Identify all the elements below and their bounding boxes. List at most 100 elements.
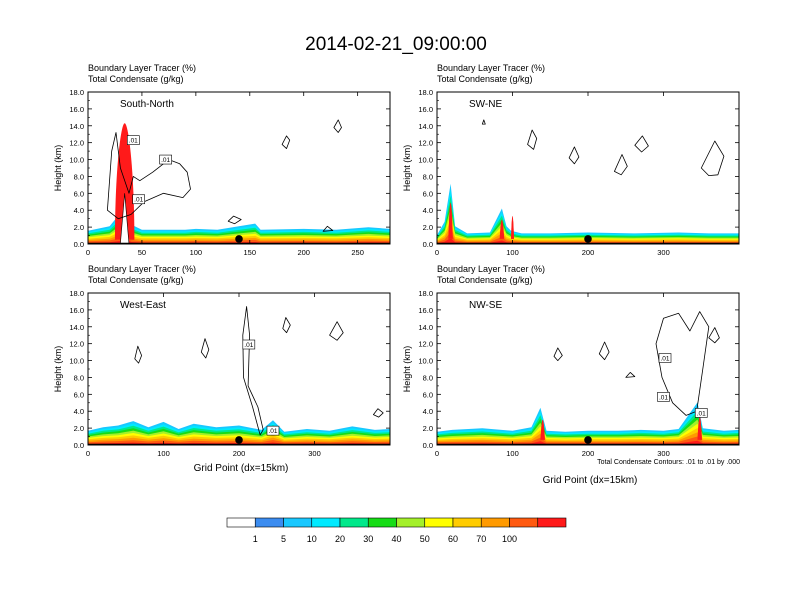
y-tick-label: 8.0 <box>423 373 433 382</box>
condensate-contour <box>708 327 720 344</box>
x-tick-label: 0 <box>86 449 90 458</box>
contour-footnote: Total Condensate Contours: .01 to .01 by… <box>597 459 740 466</box>
plot-area: .01 .01 .01 <box>437 311 739 445</box>
contour-label-box <box>694 408 708 418</box>
x-tick-label: 200 <box>297 248 310 257</box>
cross-point-marker <box>584 436 592 444</box>
x-axis-label: Grid Point (dx=15km) <box>543 475 638 486</box>
tracer-band <box>88 238 390 244</box>
panel-condensate-title: Total Condensate (g/kg) <box>88 275 184 285</box>
colorbar-label: 1 <box>253 534 258 544</box>
figure-title: 2014-02-21_09:00:00 <box>305 34 487 55</box>
colorbar-label: 20 <box>335 534 345 544</box>
contour-label: .01 <box>129 138 138 145</box>
contour-label-box <box>266 425 280 436</box>
condensate-contour <box>281 135 291 149</box>
y-tick-label: 12.0 <box>418 139 433 148</box>
terrain <box>88 242 390 244</box>
cross-point-marker <box>235 436 243 444</box>
y-tick-label: 6.0 <box>74 390 84 399</box>
plot-area: .01 .01 .01 <box>88 119 390 244</box>
condensate-contour <box>373 408 384 418</box>
y-tick-label: 12.0 <box>418 340 433 349</box>
contour-label: .01 <box>268 428 277 435</box>
tracer-band <box>88 201 390 244</box>
condensate-contour <box>227 215 242 225</box>
contour-label-box <box>242 339 256 350</box>
y-tick-label: 16.0 <box>418 306 433 315</box>
colorbar-swatch <box>452 517 482 528</box>
y-tick-label: 10.0 <box>69 156 84 165</box>
y-tick-label: 18.0 <box>69 88 84 97</box>
y-tick-label: 10.0 <box>418 156 433 165</box>
panel-condensate-title: Total Condensate (g/kg) <box>88 74 184 84</box>
y-tick-label: 16.0 <box>69 105 84 114</box>
panel-condensate-title: Total Condensate (g/kg) <box>437 275 533 285</box>
tracer-spike-band <box>697 416 703 440</box>
x-tick-label: 150 <box>244 248 257 257</box>
x-tick-label: 0 <box>435 449 439 458</box>
condensate-contour <box>700 140 725 176</box>
panel-south-north: Boundary Layer Tracer (%) Total Condensa… <box>53 63 391 257</box>
contour-label-box <box>658 353 672 363</box>
x-tick-label: 300 <box>657 449 670 458</box>
colorbar-swatch <box>424 517 454 528</box>
panel-tracer-title: Boundary Layer Tracer (%) <box>437 264 545 274</box>
y-tick-label: 2.0 <box>423 223 433 232</box>
tracer-band <box>88 217 390 244</box>
colorbar-swatch <box>254 517 284 528</box>
colorbar: 1 5 10 20 30 40 50 60 70 100 <box>226 517 567 544</box>
x-tick-label: 0 <box>86 248 90 257</box>
condensate-contour <box>568 146 580 165</box>
contour-label: .01 <box>697 410 706 417</box>
condensate-contour <box>134 345 142 364</box>
condensate-contour <box>527 129 538 150</box>
colorbar-swatch <box>283 517 313 528</box>
tracer-spike-band <box>499 219 505 239</box>
panel-label: NW-SE <box>469 300 502 311</box>
x-tick-label: 300 <box>657 248 670 257</box>
condensate-contour <box>634 135 649 153</box>
panel-tracer-title: Boundary Layer Tracer (%) <box>437 63 545 73</box>
plot-frame <box>436 91 740 245</box>
y-tick-label: 6.0 <box>423 390 433 399</box>
condensate-contour <box>614 154 628 176</box>
panel-tracer-title: Boundary Layer Tracer (%) <box>88 63 196 73</box>
contour-label: .01 <box>659 394 668 401</box>
panel-condensate-title: Total Condensate (g/kg) <box>437 74 533 84</box>
plot-area <box>437 119 739 244</box>
contour-label-box <box>159 154 172 165</box>
tracer-spike-band <box>510 215 515 239</box>
y-tick-label: 16.0 <box>418 105 433 114</box>
tracer-band <box>88 206 390 244</box>
condensate-contour <box>200 338 210 359</box>
colorbar-label: 100 <box>502 534 517 544</box>
tracer-spike-band <box>540 419 545 440</box>
tracer-band <box>88 228 390 244</box>
y-tick-label: 4.0 <box>74 206 84 215</box>
colorbar-label: 60 <box>448 534 458 544</box>
panel-west-east: Boundary Layer Tracer (%) Total Condensa… <box>53 264 391 474</box>
contour-label-box <box>127 135 140 145</box>
panel-sw-ne: Boundary Layer Tracer (%) Total Condensa… <box>402 63 740 257</box>
y-axis-label: Height (km) <box>53 145 63 192</box>
y-tick-label: 10.0 <box>69 357 84 366</box>
cross-point-marker <box>235 235 243 243</box>
y-tick-label: 8.0 <box>74 373 84 382</box>
x-tick-label: 100 <box>157 449 170 458</box>
tracer-spike-band <box>448 202 453 239</box>
y-tick-label: 10.0 <box>418 357 433 366</box>
x-tick-label: 100 <box>506 248 519 257</box>
condensate-contour <box>481 119 486 125</box>
y-tick-label: 18.0 <box>69 289 84 298</box>
condensate-contour <box>598 341 610 361</box>
contour-label-box <box>132 194 145 205</box>
panel-tracer-title: Boundary Layer Tracer (%) <box>88 264 196 274</box>
contour-label: .01 <box>660 356 669 363</box>
x-axis-label: Grid Point (dx=15km) <box>194 463 289 474</box>
condensate-contour <box>333 119 342 133</box>
x-tick-label: 300 <box>308 449 321 458</box>
x-tick-label: 200 <box>233 449 246 458</box>
